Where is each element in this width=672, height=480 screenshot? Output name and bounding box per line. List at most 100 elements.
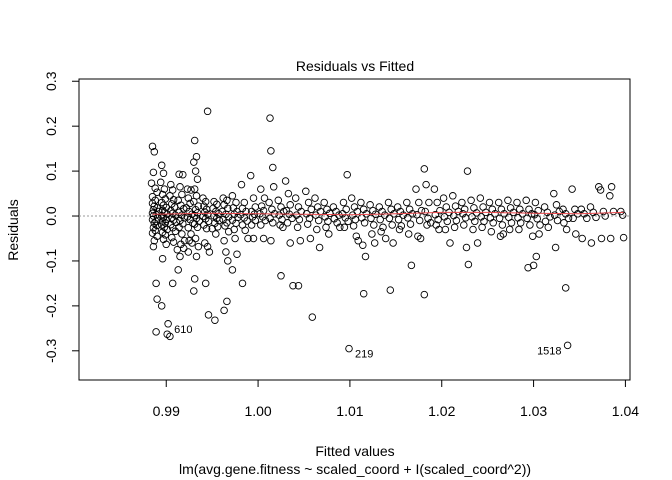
residual-point — [494, 198, 503, 207]
residual-point — [212, 230, 220, 238]
residual-point — [404, 230, 413, 238]
residual-point — [163, 330, 171, 338]
residual-point — [223, 297, 231, 306]
residual-point — [619, 233, 628, 242]
residual-point — [471, 217, 479, 226]
y-tick-label: 0.2 — [43, 116, 59, 136]
residual-point — [473, 239, 482, 247]
residual-point — [311, 194, 319, 202]
residual-point — [500, 210, 508, 218]
residual-point — [531, 198, 540, 207]
residual-point — [529, 261, 538, 270]
residual-point — [467, 196, 475, 205]
residual-point — [304, 198, 313, 207]
residual-point — [222, 248, 230, 256]
residual-point — [238, 279, 247, 288]
residual-point — [228, 266, 237, 274]
residual-point — [184, 223, 193, 232]
residual-point — [370, 239, 379, 247]
residual-point — [152, 279, 160, 288]
residual-point — [367, 214, 375, 223]
residual-point — [220, 236, 228, 245]
residual-point — [587, 239, 596, 247]
residual-point — [157, 302, 166, 310]
residual-point — [192, 252, 201, 261]
residual-point — [203, 242, 212, 251]
residual-point — [274, 196, 283, 205]
residual-point — [359, 241, 367, 249]
residual-point — [283, 219, 292, 227]
residual-point — [266, 114, 274, 122]
residual-point — [553, 216, 562, 225]
residual-point — [454, 207, 463, 216]
residual-point — [322, 223, 330, 232]
residual-point — [259, 234, 268, 243]
residual-point — [425, 198, 433, 207]
residual-point — [352, 232, 361, 240]
residual-point — [354, 236, 362, 245]
residual-point — [499, 230, 508, 238]
residual-point — [469, 225, 477, 234]
residual-point — [563, 341, 572, 350]
residual-point — [267, 147, 275, 155]
residual-point — [561, 284, 570, 292]
residual-point — [487, 227, 496, 236]
residual-point — [597, 234, 606, 243]
residual-point — [294, 281, 303, 290]
y-tick-label: -0.2 — [43, 294, 59, 318]
residual-point — [169, 238, 178, 246]
residual-point — [507, 219, 516, 227]
x-tick-label: 0.99 — [153, 403, 180, 419]
residual-point — [190, 287, 198, 295]
residual-point — [160, 185, 169, 193]
residual-point — [204, 217, 213, 226]
residual-point — [459, 210, 467, 218]
residual-point — [286, 201, 294, 209]
residual-point — [230, 225, 238, 234]
residual-point — [458, 198, 466, 207]
residual-point — [286, 239, 294, 247]
residual-point — [345, 344, 353, 353]
residual-point — [534, 206, 542, 215]
residual-point — [486, 214, 495, 222]
residual-point — [260, 194, 269, 202]
residual-point — [452, 216, 461, 225]
residual-point — [188, 239, 196, 247]
residual-point — [505, 225, 514, 234]
residual-point — [159, 169, 168, 178]
residual-point — [516, 219, 525, 227]
residual-point — [187, 186, 195, 194]
residual-point — [202, 224, 211, 233]
residual-point — [339, 198, 348, 207]
residual-point — [190, 185, 199, 193]
residual-point — [267, 236, 275, 245]
residual-point — [183, 185, 192, 193]
outlier-label: 1518 — [537, 345, 561, 357]
residual-point — [528, 232, 537, 240]
residual-point — [315, 243, 324, 252]
residual-point — [169, 196, 178, 204]
residual-point — [158, 228, 167, 236]
residual-point — [555, 207, 564, 216]
residual-point — [193, 175, 202, 183]
residual-point — [342, 205, 350, 214]
residual-point — [293, 223, 302, 232]
residual-point — [158, 254, 167, 263]
residual-point — [415, 198, 423, 207]
residual-point — [422, 180, 430, 189]
residual-point — [175, 170, 183, 178]
residual-point — [251, 203, 260, 211]
x-axis: 0.99 1.00 1.01 1.02 1.03 1.04 — [153, 379, 639, 419]
residual-point — [233, 250, 241, 258]
residual-point — [397, 222, 406, 230]
residual-point — [279, 223, 287, 232]
residual-point — [357, 198, 365, 207]
residual-point — [210, 197, 218, 206]
residual-point — [384, 198, 393, 207]
residual-point — [201, 197, 210, 206]
residual-point — [414, 232, 422, 240]
residual-point — [302, 187, 310, 196]
residual-point — [417, 206, 426, 215]
residual-point — [609, 207, 618, 216]
residual-point — [336, 223, 344, 232]
